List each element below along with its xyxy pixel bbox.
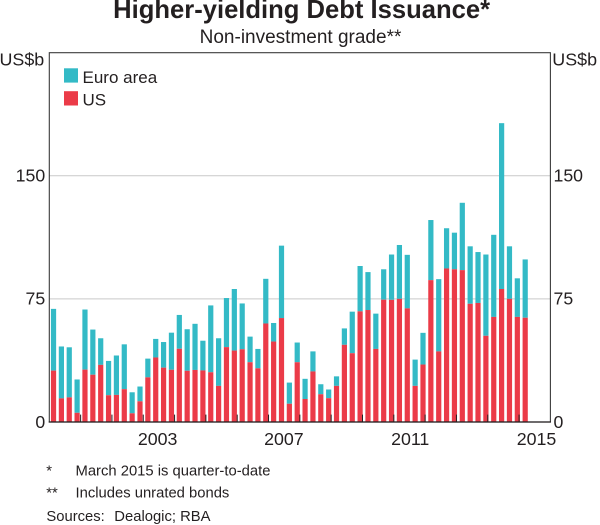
svg-text:150: 150 <box>16 166 46 186</box>
svg-text:2011: 2011 <box>391 429 429 449</box>
svg-text:**: ** <box>46 485 58 501</box>
svg-text:0: 0 <box>554 412 564 432</box>
svg-text:2015: 2015 <box>517 429 557 449</box>
svg-text:US$b: US$b <box>0 49 44 69</box>
svg-text:US: US <box>83 91 107 110</box>
svg-text:150: 150 <box>554 166 584 186</box>
svg-text:2007: 2007 <box>264 429 304 449</box>
svg-text:Higher-yielding Debt Issuance*: Higher-yielding Debt Issuance* <box>113 0 490 24</box>
svg-text:*: * <box>46 464 52 480</box>
svg-text:75: 75 <box>554 289 574 309</box>
svg-text:March 2015 is quarter-to-date: March 2015 is quarter-to-date <box>76 464 271 480</box>
svg-text:0: 0 <box>35 412 45 432</box>
svg-text:75: 75 <box>26 289 46 309</box>
svg-text:2003: 2003 <box>138 429 178 449</box>
svg-text:Dealogic; RBA: Dealogic; RBA <box>114 509 210 525</box>
svg-text:US$b: US$b <box>552 49 597 69</box>
svg-text:Euro area: Euro area <box>83 68 158 87</box>
svg-text:Non-investment grade**: Non-investment grade** <box>200 27 402 48</box>
svg-text:Includes unrated bonds: Includes unrated bonds <box>76 485 230 501</box>
svg-text:Sources:: Sources: <box>46 509 104 525</box>
